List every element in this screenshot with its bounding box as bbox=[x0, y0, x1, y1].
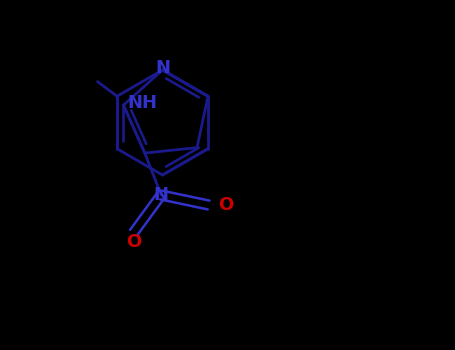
Text: N: N bbox=[155, 59, 170, 77]
Text: O: O bbox=[217, 196, 233, 214]
Text: O: O bbox=[126, 232, 141, 251]
Text: NH: NH bbox=[127, 94, 157, 112]
Text: N: N bbox=[154, 186, 169, 204]
